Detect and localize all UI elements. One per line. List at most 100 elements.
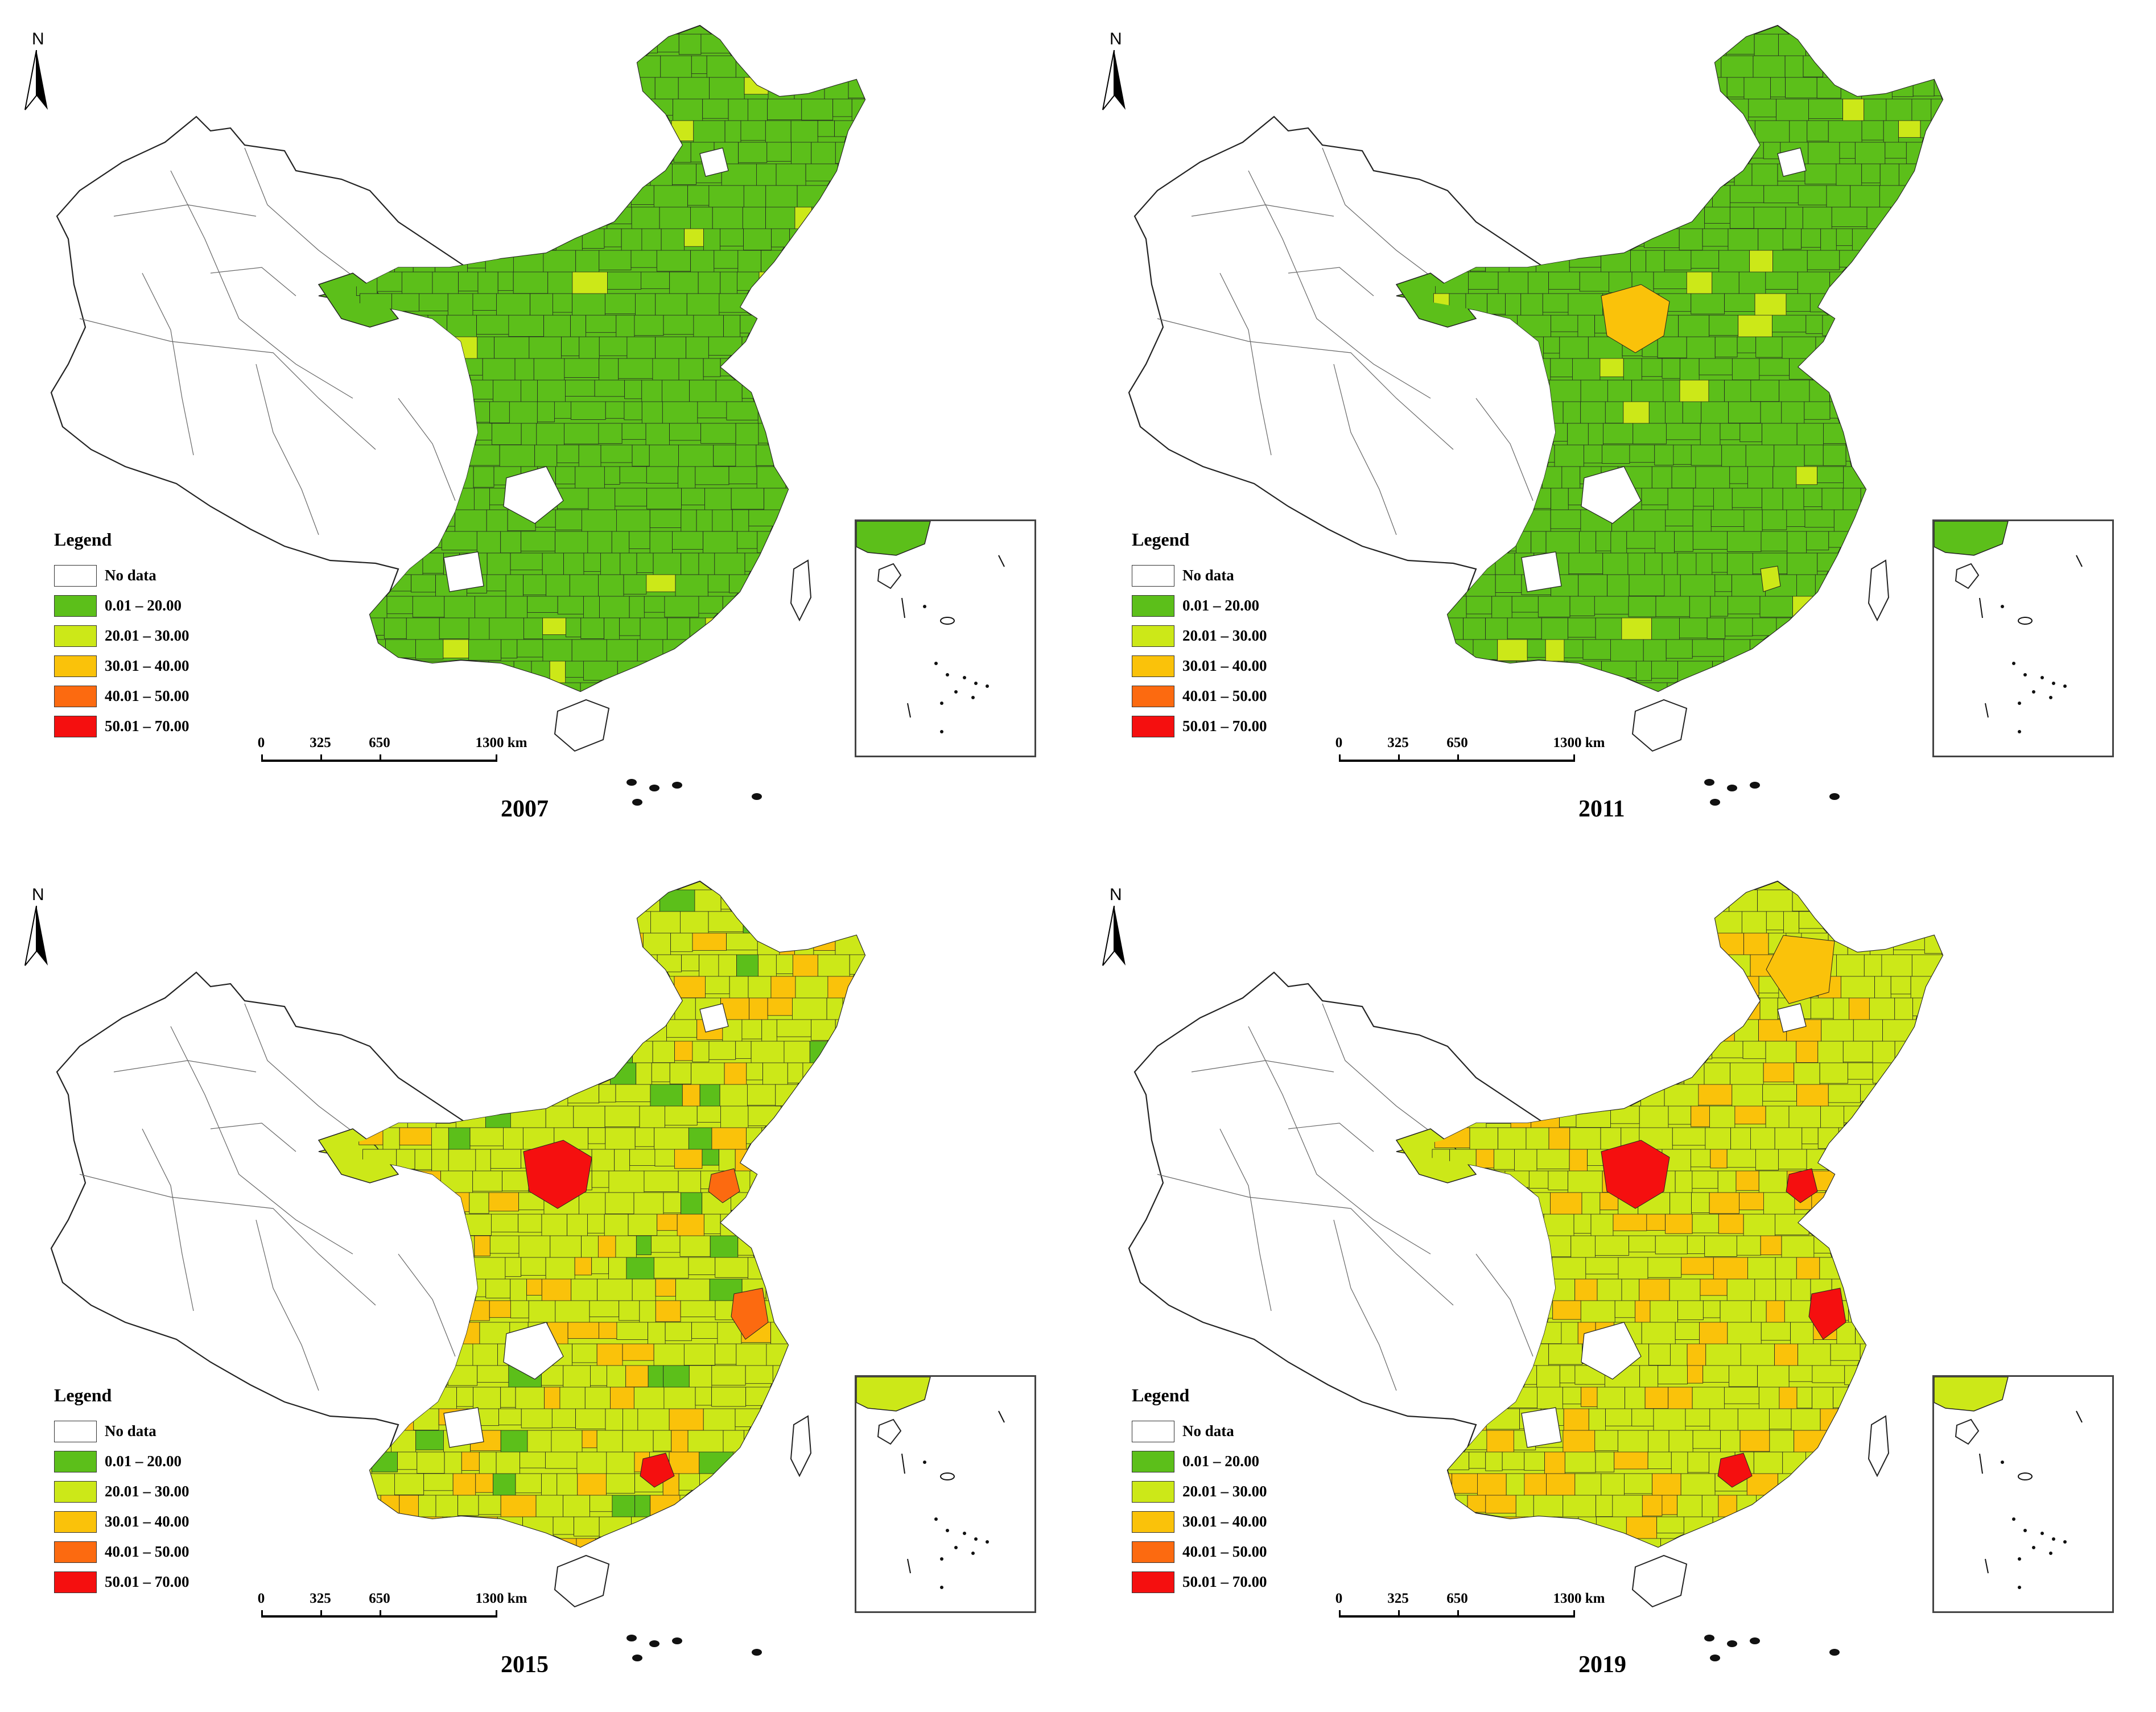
scale-bar-line <box>1339 760 1573 762</box>
legend-label: 50.01 – 70.00 <box>105 717 189 735</box>
choropleth-map <box>1128 24 1944 806</box>
scale-label: 325 <box>310 735 331 750</box>
hotspot-bohai-coast <box>708 1168 740 1203</box>
scale-label: 0 <box>1335 735 1343 750</box>
legend-row: 50.01 – 70.00 <box>54 1567 225 1597</box>
island <box>649 1640 659 1647</box>
legend-swatch <box>54 595 97 617</box>
scale-label: 650 <box>369 1591 390 1606</box>
legend-swatch <box>54 1450 97 1472</box>
island <box>672 1637 682 1644</box>
scale-bar-line <box>261 1615 496 1618</box>
legend-label: 20.01 – 30.00 <box>1182 1483 1267 1500</box>
scale-label: 0 <box>257 1591 265 1606</box>
legend-row: 20.01 – 30.00 <box>1132 1476 1302 1507</box>
hotspot-pearl-river-delta <box>1717 1453 1753 1488</box>
legend-label: 40.01 – 50.00 <box>1182 1543 1267 1560</box>
legend-title: Legend <box>1132 1385 1190 1405</box>
legend-row: 40.01 – 50.00 <box>54 1537 225 1567</box>
legend-title: Legend <box>54 1385 112 1405</box>
legend-row: 20.01 – 30.00 <box>1132 621 1302 651</box>
legend-row: 20.01 – 30.00 <box>54 621 225 651</box>
legend-row: No data <box>54 560 225 591</box>
hainan-island <box>554 1554 610 1608</box>
hotspot-north-central <box>1601 1140 1670 1209</box>
legend-swatch <box>54 1571 97 1593</box>
legend-row: 30.01 – 40.00 <box>54 1507 225 1537</box>
legend-swatch <box>54 1420 97 1442</box>
legend-row: 50.01 – 70.00 <box>1132 1567 1302 1597</box>
scale-tick <box>1339 754 1341 762</box>
northwest-region <box>318 1128 399 1183</box>
legend-swatch <box>1132 1571 1174 1593</box>
scale-tick <box>380 754 381 762</box>
panel-year-label: 2007 <box>501 796 549 822</box>
legend-label: 20.01 – 30.00 <box>105 1483 189 1500</box>
north-label: N <box>32 885 44 904</box>
island <box>1710 799 1720 806</box>
hotspot-pearl-river-delta <box>640 1453 675 1488</box>
north-label: N <box>1110 30 1122 48</box>
panel-year-label: 2015 <box>501 1652 549 1678</box>
choropleth-map <box>1128 880 1944 1661</box>
legend-label: 50.01 – 70.00 <box>1182 717 1267 735</box>
legend-label: 40.01 – 50.00 <box>105 1543 189 1560</box>
legend-label: 50.01 – 70.00 <box>105 1573 189 1590</box>
hotspot-north-central <box>1601 284 1670 353</box>
scale-bar: 0 325 650 1300 km <box>258 735 527 769</box>
north-label: N <box>1110 885 1122 904</box>
island <box>632 799 642 806</box>
island <box>632 1655 642 1661</box>
legend-title: Legend <box>1132 529 1190 550</box>
legend-swatch <box>54 1511 97 1533</box>
legend-row: 40.01 – 50.00 <box>1132 1537 1302 1567</box>
map-panel-2011: N Legend No data 0.01 – 20.00 20.01 – 30.00 3… <box>1078 0 2155 856</box>
island <box>672 782 682 789</box>
legend: Legend No data 0.01 – 20.00 20.01 – 30.00 30… <box>54 1385 225 1597</box>
scale-label: 650 <box>369 735 390 750</box>
legend-swatch <box>1132 1511 1174 1533</box>
north-arrow-icon: N <box>19 30 53 115</box>
panel-year-label: 2019 <box>1578 1652 1626 1678</box>
legend-label: 30.01 – 40.00 <box>105 1513 189 1530</box>
legend-swatch <box>54 564 97 587</box>
south-china-sea-inset <box>1932 1375 2114 1613</box>
scale-tick <box>1398 754 1400 762</box>
legend-swatch <box>1132 1450 1174 1472</box>
legend-label: 30.01 – 40.00 <box>1182 1513 1267 1530</box>
scale-bar: 0 325 650 1300 km <box>1335 735 1605 769</box>
legend-row: No data <box>1132 1416 1302 1446</box>
scale-tick <box>261 1610 263 1618</box>
island <box>1750 1637 1760 1644</box>
legend-row: 30.01 – 40.00 <box>54 651 225 681</box>
scale-label: 325 <box>310 1591 331 1606</box>
north-arrow-icon: N <box>19 885 53 971</box>
island <box>626 779 637 786</box>
no-data-area <box>1777 1003 1807 1033</box>
northwest-region <box>318 273 399 328</box>
legend-label: 50.01 – 70.00 <box>1182 1573 1267 1590</box>
legend-label: 0.01 – 20.00 <box>1182 597 1259 614</box>
legend-row: 30.01 – 40.00 <box>1132 1507 1302 1537</box>
legend-label: No data <box>1182 567 1234 584</box>
legend-swatch <box>54 625 97 647</box>
island <box>1727 1640 1737 1647</box>
scale-label: 1300 km <box>1553 735 1605 750</box>
choropleth-map <box>50 24 866 806</box>
legend-label: 0.01 – 20.00 <box>1182 1453 1259 1470</box>
island <box>1704 1635 1714 1641</box>
no-data-area <box>1521 1407 1562 1448</box>
scale-label: 650 <box>1446 735 1468 750</box>
island <box>626 1635 637 1641</box>
legend-label: No data <box>1182 1422 1234 1439</box>
no-data-area <box>699 147 729 177</box>
scale-tick <box>496 754 497 762</box>
scale-label: 1300 km <box>475 1591 527 1606</box>
hainan-island <box>1631 699 1688 752</box>
legend-swatch <box>1132 1480 1174 1503</box>
legend-swatch <box>1132 1541 1174 1563</box>
legend-label: 0.01 – 20.00 <box>105 1453 182 1470</box>
map-panel-2015: N Legend No data 0.01 – 20.00 20.01 – 30.00 3… <box>0 856 1078 1711</box>
legend-label: 0.01 – 20.00 <box>105 597 182 614</box>
scale-tick <box>1573 1610 1575 1618</box>
